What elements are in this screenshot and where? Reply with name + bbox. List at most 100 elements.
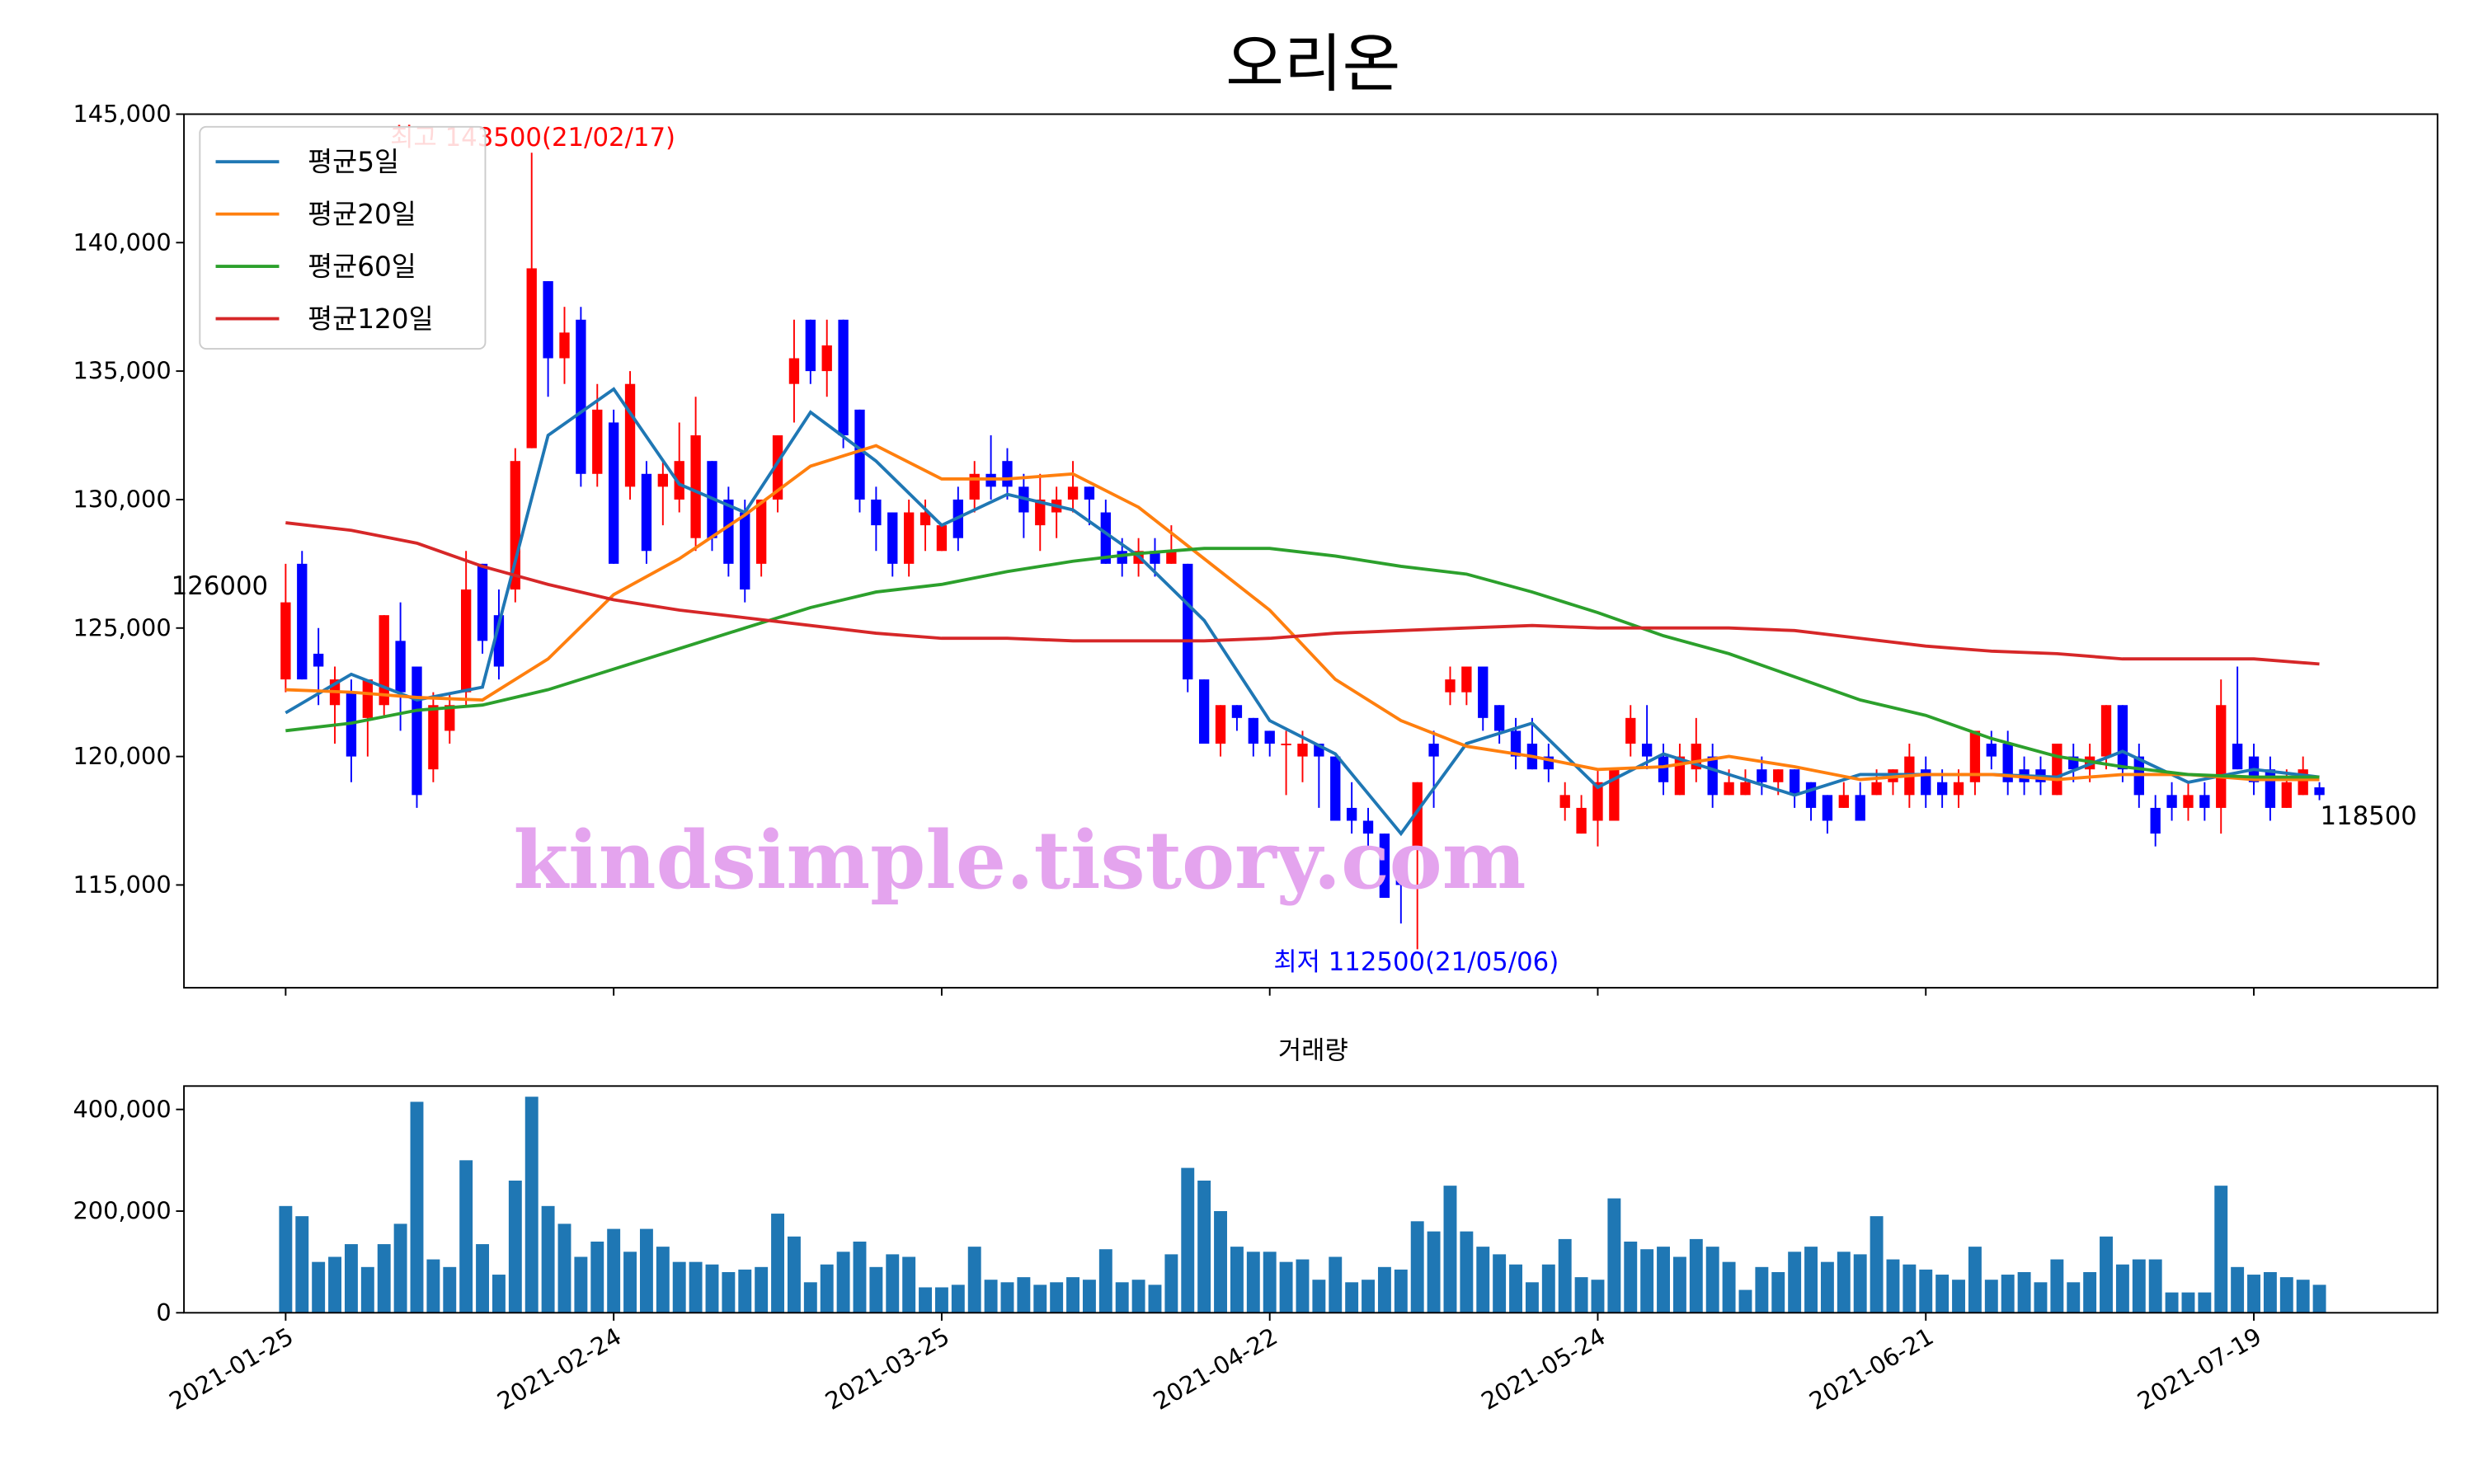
candle-body [1248,717,1258,744]
volume-bar [2263,1271,2277,1313]
volume-bar [476,1244,490,1313]
y-tick-label: 0 [156,1298,171,1327]
legend-box [199,125,487,350]
candle-body [559,332,570,359]
volume-bar [393,1223,407,1313]
candle-body [280,602,291,680]
y-tick-label: 400,000 [73,1095,171,1123]
volume-bar [1886,1259,1900,1313]
legend-label: 평균120일 [308,303,434,335]
candle-body [2232,744,2243,770]
candle-body [362,679,373,718]
volume-bar [2231,1266,2245,1313]
volume-bar [2296,1280,2310,1313]
y-tick-label: 200,000 [73,1197,171,1225]
volume-bar [2083,1271,2097,1313]
volume-bar [2214,1186,2228,1313]
candle-body [1379,834,1390,898]
volume-bar [886,1254,900,1313]
candle-body [723,499,734,564]
candle-body [1576,807,1587,834]
candle-body [788,358,800,384]
moving-average-line [285,547,2320,779]
candle-body [887,512,898,564]
candle-body [1641,744,1653,757]
volume-bar [2050,1259,2064,1313]
volume-bar [1362,1280,1375,1313]
volume-bar [1017,1277,1031,1313]
y-tick-label: 135,000 [73,357,171,385]
volume-bar [1082,1280,1096,1313]
candle-body [2199,795,2210,808]
candle-body [576,319,586,474]
volume-bar [1853,1254,1867,1313]
volume-bar [1935,1275,1950,1313]
y-tick-label: 120,000 [73,742,171,770]
volume-bar [1214,1210,1227,1313]
volume-bar [1131,1280,1145,1313]
volume-bar [2198,1292,2212,1313]
volume-bar [1591,1280,1605,1313]
plot-frame [183,1085,2439,1314]
volume-bar [820,1264,834,1313]
candle-body [1198,679,1210,744]
volume-bar [1427,1231,1441,1313]
candle-body [1330,756,1341,821]
candle-body [854,409,865,500]
candle-body [1215,705,1226,744]
volume-bar [1837,1252,1851,1313]
candle-body [871,499,882,526]
volume-bar [1984,1280,1998,1313]
candle-body [1264,730,1275,744]
volume-bar [1722,1261,1736,1313]
candle-body [1625,717,1636,744]
volume-bar [590,1241,604,1313]
candle-body [641,473,652,552]
candle-body [297,563,308,680]
volume-bar [951,1284,965,1313]
volume-bar [2067,1282,2081,1313]
candle-body [821,345,832,372]
moving-average-line [285,521,2320,666]
candle-body [2314,787,2325,796]
volume-bar [2115,1264,2129,1313]
y-tick-label: 140,000 [73,228,171,256]
volume-bar [574,1256,588,1313]
candle-body [903,512,915,564]
candle-body [740,512,750,590]
volume-bar [2017,1271,2031,1313]
candle-body [2002,744,2013,782]
volume-bar [1771,1271,1785,1313]
volume-bar [1903,1264,1917,1313]
candle-body [2100,705,2112,757]
y-tick-label: 130,000 [73,486,171,514]
volume-bar [1246,1252,1260,1313]
candle-body [1281,744,1291,745]
candle-body [1346,807,1357,821]
y-tick-label: 145,000 [73,100,171,128]
volume-bar [1525,1282,1539,1313]
plot-area [280,153,2325,950]
legend-label: 평균20일 [308,199,416,230]
candle-body [1969,730,1981,782]
candle-body [1067,486,1079,500]
volume-bar [2148,1259,2162,1313]
volume-bar [360,1266,374,1313]
volume-bar [541,1205,555,1313]
candle-body [920,512,931,526]
candle-body [772,435,783,500]
candle-body [526,268,537,448]
candle-body [1461,666,1472,693]
volume-bar [2181,1292,2195,1313]
volume-bar [902,1256,916,1313]
volume-bar [1230,1247,1244,1313]
candle-body [674,461,684,500]
volume-bar [919,1287,932,1313]
volume-bar [2132,1259,2146,1313]
volume-bar [1000,1282,1014,1313]
volume-bar [492,1275,506,1313]
volume-bar [1738,1289,1752,1313]
annotation: 118500 [2320,801,2416,831]
volume-bar [295,1216,309,1313]
